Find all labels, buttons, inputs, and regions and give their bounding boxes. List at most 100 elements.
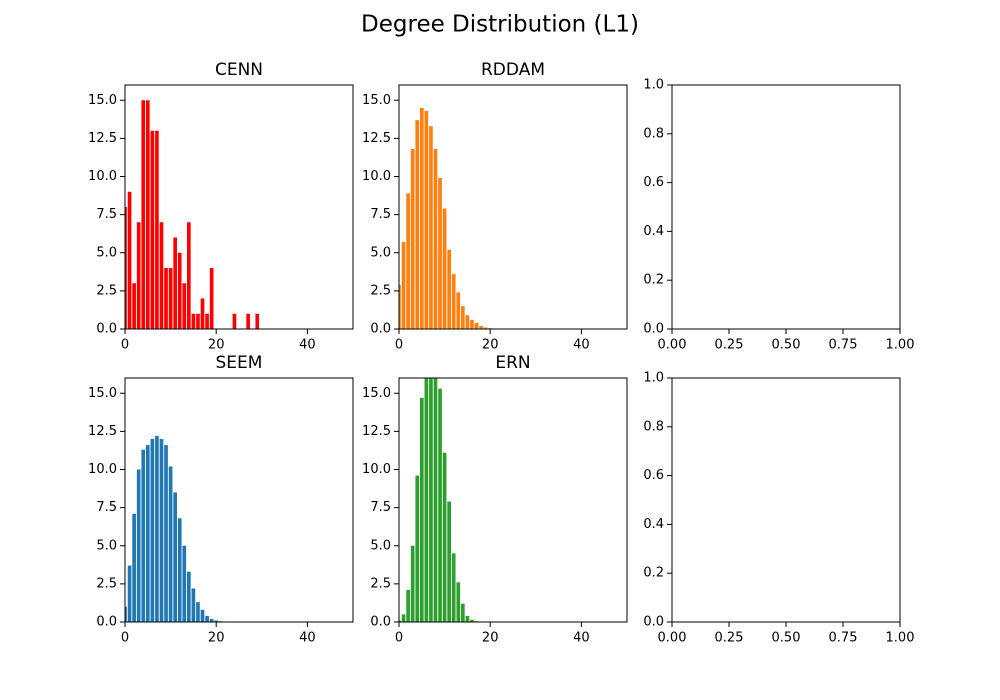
bars bbox=[125, 100, 260, 329]
axes-frame bbox=[124, 377, 354, 623]
bar bbox=[438, 178, 442, 329]
x-tick-label: 0.75 bbox=[829, 338, 858, 353]
x-tick-label: 1.00 bbox=[886, 338, 915, 353]
y-tick-label: 0.2 bbox=[643, 566, 664, 581]
y-tick-label: 7.5 bbox=[96, 207, 117, 222]
subplot: SEEM 0 20 40 0.0 2.5 5.0 7.5 10.0 12.5 15.0 bbox=[88, 353, 354, 646]
bar bbox=[191, 588, 196, 622]
y-tick-label: 15.0 bbox=[362, 386, 391, 401]
y-tick-label: 10.0 bbox=[88, 462, 117, 477]
bar bbox=[451, 553, 456, 622]
y-tick-label: 0.8 bbox=[643, 126, 664, 141]
x-tick-label: 0 bbox=[395, 631, 403, 646]
bar bbox=[205, 313, 209, 329]
bar bbox=[399, 284, 401, 329]
bar bbox=[415, 120, 420, 329]
y-tick-label: 15.0 bbox=[88, 386, 117, 401]
subplot-title: RDDAM bbox=[481, 60, 545, 80]
x-tick-label: 40 bbox=[573, 631, 590, 646]
bar bbox=[399, 620, 401, 622]
y-tick-label: 5.0 bbox=[96, 245, 117, 260]
x-tick-label: 0.25 bbox=[715, 338, 744, 353]
bar bbox=[461, 306, 465, 329]
y-tick-label: 1.0 bbox=[643, 371, 664, 386]
x-tick-label: 0.75 bbox=[829, 631, 858, 646]
bar bbox=[438, 388, 442, 622]
bar bbox=[255, 313, 260, 329]
bar bbox=[456, 292, 461, 329]
x-tick-label: 0.50 bbox=[772, 631, 801, 646]
y-tick-label: 7.5 bbox=[96, 500, 117, 515]
bar bbox=[406, 193, 410, 329]
y-tick-label: 0.2 bbox=[643, 273, 664, 288]
bar bbox=[182, 545, 187, 622]
bar bbox=[127, 565, 132, 622]
bar bbox=[465, 615, 470, 622]
bar bbox=[127, 191, 132, 329]
y-tick-label: 1.0 bbox=[643, 78, 664, 93]
subplot: RDDAM 0 20 40 0.0 2.5 5.0 7.5 10.0 12.5 15.0 bbox=[362, 60, 628, 353]
bar bbox=[246, 313, 250, 329]
bar bbox=[164, 445, 168, 622]
bar bbox=[451, 274, 456, 329]
bar bbox=[214, 620, 219, 622]
bar bbox=[429, 378, 433, 622]
axes-frame bbox=[398, 84, 628, 330]
y-tick-label: 5.0 bbox=[370, 538, 391, 553]
bar bbox=[168, 268, 173, 329]
bar bbox=[164, 268, 168, 329]
bar bbox=[182, 283, 187, 329]
bars bbox=[399, 378, 479, 622]
bars bbox=[125, 435, 223, 622]
y-tick-label: 12.5 bbox=[362, 424, 391, 439]
bar bbox=[419, 397, 424, 622]
bar bbox=[187, 222, 191, 329]
x-tick-label: 0.50 bbox=[772, 338, 801, 353]
bar bbox=[401, 242, 406, 329]
y-tick-label: 0.4 bbox=[643, 517, 664, 532]
bar bbox=[433, 149, 438, 329]
x-tick-label: 20 bbox=[482, 338, 499, 353]
bar bbox=[141, 100, 146, 329]
y-tick-label: 7.5 bbox=[370, 500, 391, 515]
y-tick-label: 15.0 bbox=[362, 93, 391, 108]
y-tick-label: 0.8 bbox=[643, 419, 664, 434]
bar bbox=[424, 378, 429, 622]
bar bbox=[442, 452, 447, 622]
x-tick-label: 0.25 bbox=[715, 631, 744, 646]
bar bbox=[209, 268, 214, 329]
y-tick-label: 2.5 bbox=[370, 576, 391, 591]
bar bbox=[415, 475, 420, 622]
bar bbox=[200, 609, 205, 622]
y-tick-label: 15.0 bbox=[88, 93, 117, 108]
bar bbox=[470, 619, 474, 622]
bar bbox=[406, 589, 410, 622]
bar bbox=[168, 466, 173, 622]
bar bbox=[410, 149, 415, 329]
y-tick-label: 0.0 bbox=[370, 615, 391, 630]
bar bbox=[145, 445, 150, 622]
y-tick-label: 0.0 bbox=[643, 615, 664, 630]
bars bbox=[399, 107, 497, 329]
bar bbox=[155, 435, 159, 622]
x-tick-label: 1.00 bbox=[886, 631, 915, 646]
y-tick-label: 10.0 bbox=[362, 169, 391, 184]
axes-frame bbox=[124, 84, 354, 330]
y-tick-label: 0.6 bbox=[643, 175, 664, 190]
x-tick-label: 40 bbox=[299, 631, 316, 646]
x-tick-label: 0.00 bbox=[658, 631, 687, 646]
y-tick-label: 10.0 bbox=[362, 462, 391, 477]
figure-title: Degree Distribution (L1) bbox=[361, 12, 639, 38]
y-tick-label: 2.5 bbox=[370, 283, 391, 298]
subplot-title: SEEM bbox=[216, 353, 263, 373]
bar bbox=[465, 315, 470, 329]
bar bbox=[136, 222, 141, 329]
bar bbox=[125, 207, 127, 329]
bar bbox=[447, 501, 451, 622]
bar bbox=[177, 518, 182, 622]
bar bbox=[145, 100, 150, 329]
bar bbox=[150, 439, 155, 622]
y-tick-label: 12.5 bbox=[88, 131, 117, 146]
